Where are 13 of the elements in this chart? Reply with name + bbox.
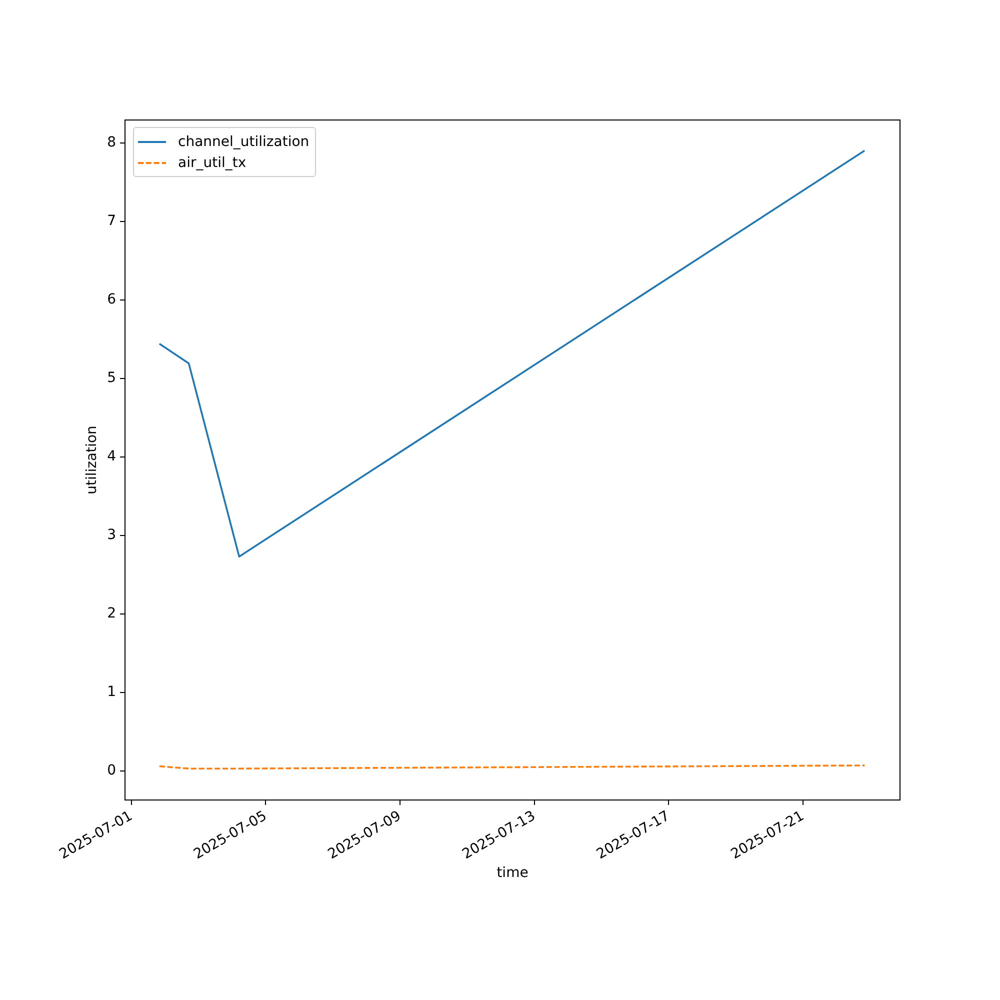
x-axis-title: time — [496, 865, 528, 882]
y-tick-label: 6 — [107, 291, 116, 308]
legend-label: channel_utilization — [178, 134, 310, 150]
y-tick-label: 8 — [107, 134, 116, 150]
y-tick-label: 4 — [107, 448, 116, 464]
y-tick-label: 3 — [107, 527, 116, 544]
y-axis-title: utilization — [84, 426, 100, 494]
y-tick-label: 5 — [107, 370, 116, 386]
y-tick-label: 1 — [107, 684, 116, 700]
y-tick-label: 0 — [107, 762, 116, 779]
y-tick-label: 2 — [107, 606, 116, 622]
legend-label: air_util_tx — [178, 154, 246, 170]
y-tick-label: 7 — [107, 212, 116, 229]
